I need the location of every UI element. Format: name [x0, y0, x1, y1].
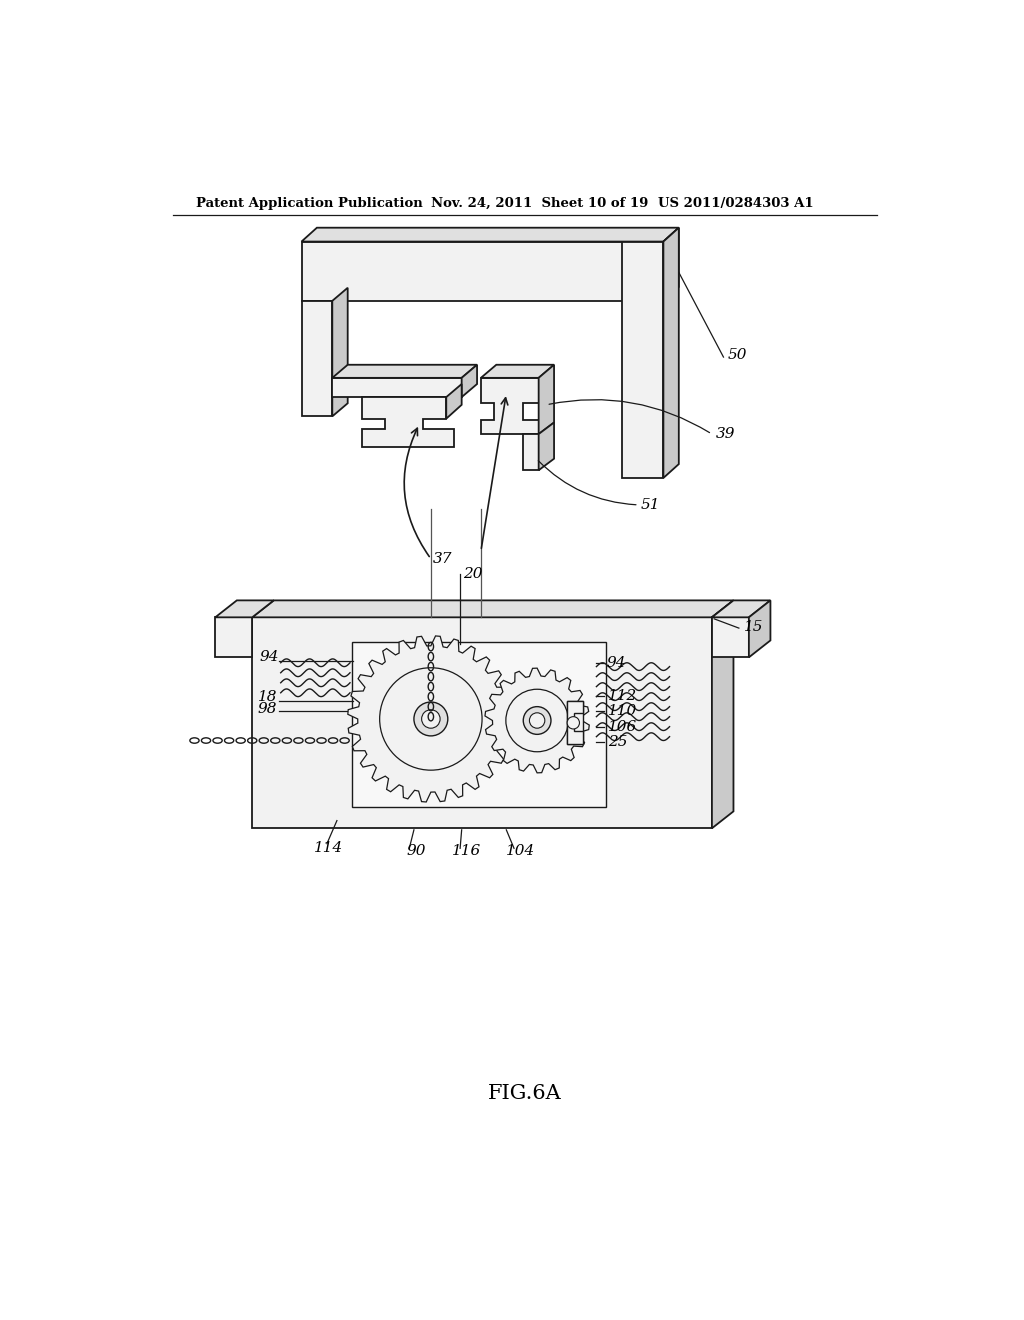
Text: 116: 116	[453, 845, 481, 858]
Text: 51: 51	[641, 498, 660, 512]
Circle shape	[567, 717, 580, 729]
Polygon shape	[523, 434, 539, 470]
Text: 114: 114	[313, 841, 343, 854]
Polygon shape	[301, 227, 679, 242]
Polygon shape	[567, 701, 584, 743]
Polygon shape	[712, 601, 733, 829]
Circle shape	[414, 702, 447, 737]
Polygon shape	[539, 364, 554, 434]
Polygon shape	[749, 601, 770, 657]
Text: 94: 94	[606, 656, 626, 669]
Polygon shape	[481, 364, 554, 378]
Polygon shape	[252, 601, 733, 618]
Polygon shape	[301, 242, 664, 301]
Polygon shape	[567, 701, 584, 743]
Polygon shape	[712, 618, 749, 657]
Text: 110: 110	[608, 705, 637, 718]
Text: 37: 37	[433, 552, 453, 566]
Polygon shape	[446, 384, 462, 418]
Polygon shape	[215, 601, 273, 618]
Polygon shape	[333, 288, 348, 416]
Circle shape	[506, 689, 568, 752]
Text: 39: 39	[716, 428, 735, 441]
Polygon shape	[333, 364, 477, 378]
Text: 104: 104	[506, 845, 536, 858]
Polygon shape	[664, 227, 679, 301]
Text: 106: 106	[608, 719, 637, 734]
Polygon shape	[664, 227, 679, 478]
Text: 90: 90	[407, 845, 426, 858]
Text: 112: 112	[608, 689, 637, 702]
Text: FIG.6A: FIG.6A	[487, 1085, 562, 1104]
Text: 15: 15	[743, 619, 763, 634]
Polygon shape	[348, 636, 514, 803]
Polygon shape	[361, 397, 454, 447]
Polygon shape	[539, 422, 554, 470]
Polygon shape	[485, 668, 589, 774]
Text: 25: 25	[608, 735, 628, 748]
Text: 20: 20	[463, 568, 482, 581]
Text: 98: 98	[258, 702, 278, 715]
Text: Nov. 24, 2011  Sheet 10 of 19: Nov. 24, 2011 Sheet 10 of 19	[431, 197, 648, 210]
Text: 94: 94	[260, 651, 280, 664]
Circle shape	[523, 706, 551, 734]
Polygon shape	[333, 378, 462, 397]
Polygon shape	[301, 301, 333, 416]
Polygon shape	[215, 618, 252, 657]
Circle shape	[422, 710, 440, 729]
Polygon shape	[252, 618, 712, 829]
Polygon shape	[481, 378, 539, 434]
Polygon shape	[712, 601, 770, 618]
Text: 18: 18	[258, 690, 278, 705]
Polygon shape	[462, 364, 477, 397]
Text: 50: 50	[727, 347, 746, 362]
Polygon shape	[622, 242, 664, 478]
Text: US 2011/0284303 A1: US 2011/0284303 A1	[658, 197, 814, 210]
Circle shape	[380, 668, 482, 770]
Text: Patent Application Publication: Patent Application Publication	[196, 197, 423, 210]
Polygon shape	[352, 642, 606, 807]
Circle shape	[529, 713, 545, 729]
